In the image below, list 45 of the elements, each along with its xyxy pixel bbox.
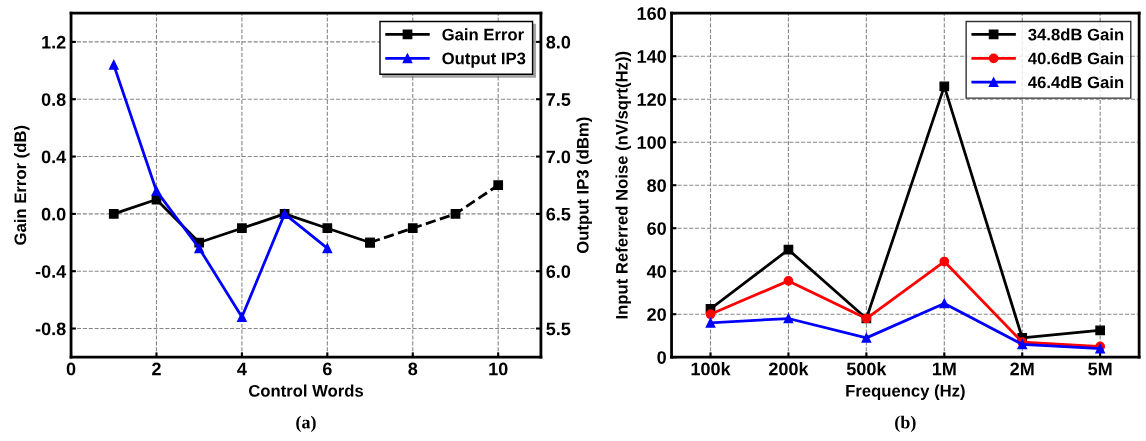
x-tick-label: 2: [152, 362, 161, 376]
y-tick-label: 20: [647, 308, 666, 321]
text: (a): [296, 415, 316, 433]
x-tick-label: 200k: [768, 362, 809, 376]
y2-tick-label: 7.5: [546, 93, 571, 106]
y-tick-label: 0: [657, 351, 666, 364]
legend-label: Gain Error: [442, 28, 524, 41]
x-tick-label: 4: [237, 362, 247, 376]
y2-tick-label: 5.5: [546, 322, 571, 336]
y-tick-label: -0.4: [35, 265, 67, 278]
x-tick-label: 8: [408, 362, 418, 376]
x-tick-label: 5M: [1088, 362, 1112, 376]
x-axis-title: Frequency (Hz): [846, 384, 965, 400]
legend-label: 34.8dB Gain: [1028, 28, 1124, 41]
x-tick-label: 0: [66, 362, 76, 376]
x-axis-title: Control Words: [248, 384, 364, 397]
y-tick-label: 80: [647, 179, 666, 192]
legend-label: 46.4dB Gain: [1028, 75, 1124, 89]
y-axis-title: Input Referred Noise (nV/sqrt(Hz)): [615, 51, 632, 319]
y-tick-label: 100: [637, 136, 666, 149]
x-tick-label: 100k: [691, 362, 731, 376]
x-tick-label: 10: [489, 362, 508, 376]
x-tick-label: 500k: [846, 362, 887, 376]
y-tick-label: 0.8: [41, 93, 66, 106]
y2-tick-label: 7.0: [546, 150, 571, 164]
y-tick-label: 60: [647, 222, 666, 235]
x-tick-label: 6: [322, 362, 332, 376]
y2-tick-label: 8.0: [546, 35, 571, 49]
text: (b): [895, 415, 916, 433]
y2-tick-label: 6.0: [546, 265, 571, 278]
y-tick-label: 1.2: [42, 35, 66, 49]
x-tick-label: 1M: [932, 362, 956, 376]
y2-axis-title: Output IP3 (dBm): [576, 117, 592, 254]
y-tick-label: 40: [646, 265, 666, 278]
y-tick-label: 0.0: [41, 207, 66, 221]
legend-label: 40.6dB Gain: [1028, 52, 1124, 65]
y-tick-label: 160: [637, 7, 666, 20]
x-tick-label: 2M: [1010, 362, 1034, 376]
y-tick-label: 0.4: [41, 150, 67, 164]
y-tick-label: -0.8: [35, 322, 66, 336]
y2-tick-label: 6.5: [546, 207, 571, 221]
y-axis-title: Gain Error (dB): [13, 125, 30, 245]
y-tick-label: 120: [637, 93, 666, 106]
y-tick-label: 140: [637, 50, 666, 63]
legend-label: Output IP3: [442, 52, 526, 68]
